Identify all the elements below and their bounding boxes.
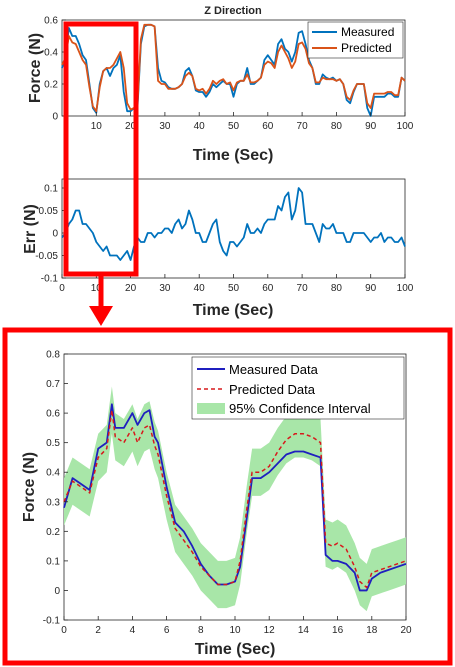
- y-tick-label: 0.8: [46, 350, 60, 361]
- y-tick-label: 0.4: [46, 468, 60, 479]
- zoom-chart-series-lines: [63, 403, 407, 592]
- x-tick-label: 2: [95, 625, 101, 636]
- y-tick-label: -0.05: [35, 251, 58, 262]
- y-tick-label: 0: [52, 112, 58, 123]
- y-tick-label: 0.2: [46, 527, 60, 538]
- y-tick-label: 0.5: [46, 438, 60, 449]
- x-tick-label: 10: [91, 121, 103, 132]
- x-tick-label: 60: [262, 121, 274, 132]
- x-tick-label: 100: [397, 283, 414, 294]
- x-tick-label: 0: [59, 283, 65, 294]
- zoom-chart-legend-label-confidence: 95% Confidence Interval: [229, 401, 371, 416]
- x-tick-label: 70: [297, 283, 309, 294]
- zoom-chart-x-ticks: 0 2 4 6 8 10 12 14 16 18 20: [61, 616, 412, 636]
- y-tick-label: 0: [54, 586, 60, 597]
- x-tick-label: 20: [125, 121, 137, 132]
- top-chart-title: Z Direction: [204, 5, 262, 17]
- x-tick-label: 10: [229, 625, 241, 636]
- y-tick-label: 0: [52, 229, 58, 240]
- top-chart-legend-box: [307, 21, 404, 59]
- error-chart-y-ticks: -0.1 -0.05 0 0.05 0.1: [35, 184, 66, 285]
- y-tick-label: 0.05: [39, 206, 59, 217]
- x-tick-label: 70: [297, 121, 309, 132]
- zoom-chart-y-axis-label: Force (N): [21, 452, 38, 522]
- top-chart-x-ticks: 10 20 30 40 50 60 70 80 90 100: [91, 112, 414, 132]
- series-line-measured: [61, 23, 406, 117]
- top-chart-legend: Measured Predicted: [307, 21, 404, 59]
- y-tick-label: 0.7: [46, 379, 60, 390]
- zoom-chart-legend-box: [191, 356, 405, 420]
- error-chart-plot-area: [61, 178, 406, 279]
- x-tick-label: 90: [365, 283, 377, 294]
- zoom-selection-rectangle: [63, 21, 139, 277]
- y-tick-label: 0.1: [46, 556, 60, 567]
- zoom-chart-x-axis-label: Time (Sec): [195, 641, 276, 658]
- x-tick-label: 60: [262, 283, 274, 294]
- y-tick-label: 0.1: [44, 184, 58, 195]
- y-tick-label: 0.4: [44, 48, 58, 59]
- x-tick-label: 8: [198, 625, 204, 636]
- y-tick-label: 0.3: [46, 497, 60, 508]
- x-tick-label: 20: [400, 625, 412, 636]
- zoom-highlight: [63, 21, 139, 326]
- error-chart-series-lines: [61, 187, 406, 261]
- x-tick-label: 50: [228, 283, 240, 294]
- y-tick-label: 0.2: [44, 80, 58, 91]
- y-tick-label: -0.1: [41, 274, 59, 285]
- x-tick-label: 6: [164, 625, 170, 636]
- zoom-frame: [2, 327, 453, 666]
- top-chart-y-axis-label: Force (N): [27, 33, 44, 103]
- x-tick-label: 4: [130, 625, 136, 636]
- x-tick-label: 14: [298, 625, 310, 636]
- top-chart-series-lines: [61, 23, 406, 117]
- zoom-chart-legend: Measured Data Predicted Data 95% Confide…: [191, 356, 405, 420]
- x-tick-label: 90: [365, 121, 377, 132]
- x-tick-label: 16: [332, 625, 344, 636]
- y-tick-label: -0.1: [43, 616, 61, 627]
- series-line-measured-data: [63, 403, 407, 592]
- series-line-error: [61, 187, 406, 261]
- error-chart-x-ticks: 0 10 20 30 40 50 60 70 80 90 100: [59, 274, 414, 294]
- error-chart: -0.1 -0.05 0 0.05 0.1 0 10 20 30 40 50 60 70 80 90 100…: [22, 178, 414, 319]
- x-tick-label: 0: [61, 625, 67, 636]
- y-tick-label: 0.6: [44, 16, 58, 27]
- x-tick-label: 50: [228, 121, 240, 132]
- error-chart-x-axis-label: Time (Sec): [193, 302, 274, 319]
- x-tick-label: 100: [397, 121, 414, 132]
- zoom-chart-legend-swatch-confidence: [197, 403, 225, 414]
- x-tick-label: 40: [194, 283, 206, 294]
- zoom-chart-y-ticks: -0.1 0 0.1 0.2 0.3 0.4 0.5 0.6 0.7 0.8: [43, 350, 68, 627]
- error-chart-y-axis-label: Err (N): [22, 204, 39, 254]
- series-line-predicted-data: [63, 409, 407, 589]
- zoom-chart-legend-label-measured: Measured Data: [229, 362, 319, 377]
- top-chart-legend-label-predicted: Predicted: [341, 41, 392, 55]
- top-chart-x-axis-label: Time (Sec): [193, 147, 274, 164]
- x-tick-label: 18: [366, 625, 378, 636]
- x-tick-label: 80: [331, 121, 343, 132]
- zoom-arrow-head: [89, 306, 113, 326]
- series-line-predicted: [61, 23, 406, 113]
- x-tick-label: 10: [91, 283, 103, 294]
- x-tick-label: 30: [159, 283, 171, 294]
- zoom-chart-legend-label-predicted: Predicted Data: [229, 382, 316, 397]
- x-tick-label: 30: [159, 121, 171, 132]
- x-tick-label: 80: [331, 283, 343, 294]
- x-tick-label: 20: [125, 283, 137, 294]
- y-tick-label: 0.6: [46, 409, 60, 420]
- x-tick-label: 40: [194, 121, 206, 132]
- x-tick-label: 12: [264, 625, 276, 636]
- top-chart: Z Direction 0 0.2 0.4 0.6 10 20 30 40 50 60 70 80 9…: [27, 5, 414, 164]
- zoom-chart: -0.100.10.20.30.40.50.60.70.8 0 2 4 6 8 10 12 1…: [2, 327, 453, 666]
- top-chart-legend-label-measured: Measured: [341, 25, 394, 39]
